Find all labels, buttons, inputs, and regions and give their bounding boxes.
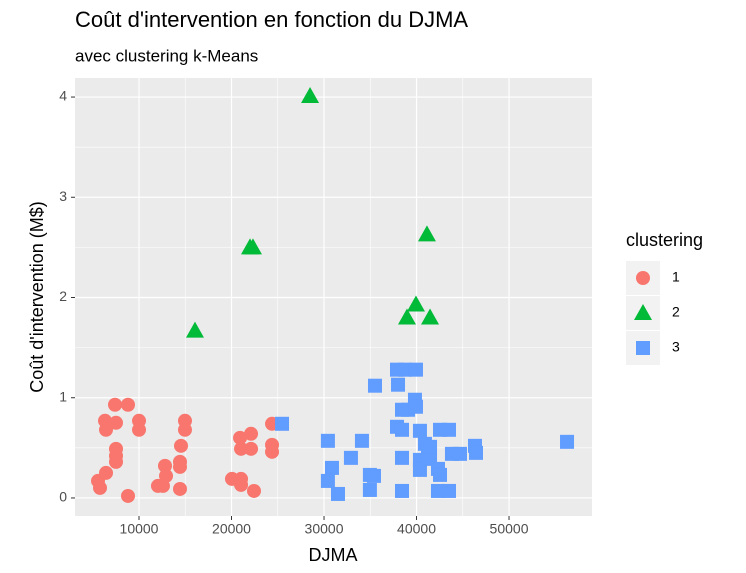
data-point: [408, 399, 423, 414]
data-point: [394, 422, 409, 437]
data-point: [430, 483, 445, 498]
data-point: [433, 467, 448, 482]
data-point: [469, 445, 484, 460]
data-point: [99, 465, 114, 480]
data-point: [412, 423, 427, 438]
x-tick-label: 30000: [305, 521, 344, 537]
data-point: [441, 422, 456, 437]
y-tick-label: 0: [59, 489, 67, 505]
data-point: [397, 362, 412, 377]
x-tick-label: 40000: [397, 521, 436, 537]
y-tick-label: 4: [59, 88, 67, 104]
data-point: [406, 295, 425, 312]
y-tick-label: 3: [59, 188, 67, 204]
data-point: [172, 481, 187, 496]
data-point: [367, 378, 382, 393]
x-tick-label: 10000: [120, 521, 159, 537]
data-point: [132, 422, 147, 437]
data-point: [234, 477, 249, 492]
y-axis-label: Coût d'intervention (M$): [27, 201, 47, 393]
legend-symbol: [636, 341, 650, 355]
data-point: [243, 238, 262, 255]
data-point: [423, 439, 438, 454]
data-point: [109, 415, 124, 430]
data-point: [99, 422, 114, 437]
data-point: [177, 422, 192, 437]
data-point: [233, 430, 248, 445]
data-point: [234, 441, 249, 456]
data-point: [394, 483, 409, 498]
data-point: [301, 87, 320, 104]
y-tick-label: 2: [59, 288, 67, 304]
data-point: [244, 426, 259, 441]
data-point: [421, 308, 440, 325]
legend-symbol: [636, 271, 650, 285]
chart-subtitle: avec clustering k-Means: [75, 46, 258, 65]
data-point: [452, 446, 467, 461]
data-point: [121, 397, 136, 412]
legend-title: clustering: [626, 230, 703, 250]
data-point: [441, 483, 456, 498]
data-point: [412, 462, 427, 477]
data-point: [185, 321, 204, 338]
legend-label: 1: [672, 269, 680, 285]
data-point: [320, 433, 335, 448]
data-point: [330, 486, 345, 501]
data-point: [362, 482, 377, 497]
data-point: [159, 468, 174, 483]
data-point: [246, 483, 261, 498]
data-point: [108, 397, 123, 412]
data-point: [394, 450, 409, 465]
data-point: [391, 377, 406, 392]
data-point: [417, 225, 436, 242]
x-tick-label: 20000: [212, 521, 251, 537]
data-point: [275, 416, 290, 431]
data-point: [121, 488, 136, 503]
chart-title: Coût d'intervention en fonction du DJMA: [75, 7, 468, 32]
data-point: [354, 433, 369, 448]
legend-symbol: [634, 304, 652, 320]
x-tick-label: 50000: [490, 521, 529, 537]
data-point: [343, 450, 358, 465]
data-point: [324, 460, 339, 475]
data-point: [172, 459, 187, 474]
data-point: [560, 434, 575, 449]
data-point: [93, 480, 108, 495]
x-axis-label: DJMA: [309, 545, 358, 565]
data-point: [244, 441, 259, 456]
data-point: [174, 438, 189, 453]
data-point: [397, 308, 416, 325]
data-point: [408, 362, 423, 377]
legend-label: 2: [672, 304, 680, 320]
data-point: [265, 437, 280, 452]
data-point: [320, 473, 335, 488]
legend-label: 3: [672, 339, 680, 355]
data-point: [109, 454, 124, 469]
y-tick-label: 1: [59, 388, 67, 404]
data-point: [366, 468, 381, 483]
